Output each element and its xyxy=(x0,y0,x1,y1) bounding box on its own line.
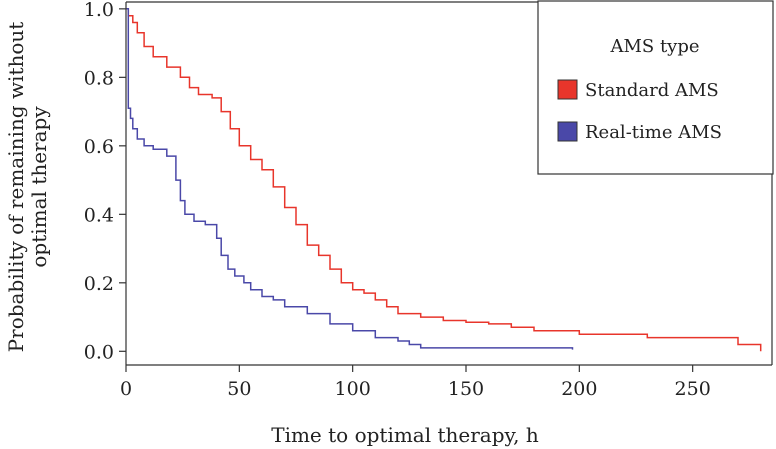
x-tick-label: 50 xyxy=(227,378,251,400)
x-tick-label: 200 xyxy=(561,378,597,400)
x-tick-label: 0 xyxy=(120,378,132,400)
y-tick-label: 0.8 xyxy=(84,67,114,89)
y-tick-label: 0.4 xyxy=(84,204,114,226)
legend-title: AMS type xyxy=(609,36,699,57)
y-axis-title-line-2: optimal therapy xyxy=(27,106,51,268)
series-line-real-time-ams xyxy=(126,8,574,350)
y-tick-label: 0.2 xyxy=(84,273,114,295)
y-axis-title-line-1: Probability of remaining without xyxy=(4,22,28,353)
legend-swatch-standard-ams xyxy=(557,79,578,100)
legend-swatch-real-time-ams xyxy=(557,121,578,142)
y-tick-label: 0.6 xyxy=(84,136,114,158)
y-tick-label: 1.0 xyxy=(84,0,114,21)
x-tick-label: 150 xyxy=(448,378,484,400)
x-tick-label: 100 xyxy=(335,378,371,400)
series-line-standard-ams xyxy=(126,8,762,352)
x-axis-title: Time to optimal therapy, h xyxy=(271,423,539,447)
x-tick-label: 250 xyxy=(675,378,711,400)
y-tick-label: 0.0 xyxy=(84,341,114,363)
legend-label-real-time-ams: Real-time AMS xyxy=(585,122,722,143)
legend-label-standard-ams: Standard AMS xyxy=(585,80,719,101)
legend: AMS type Standard AMS Real-time AMS xyxy=(537,0,774,175)
plot-layer xyxy=(126,8,762,352)
